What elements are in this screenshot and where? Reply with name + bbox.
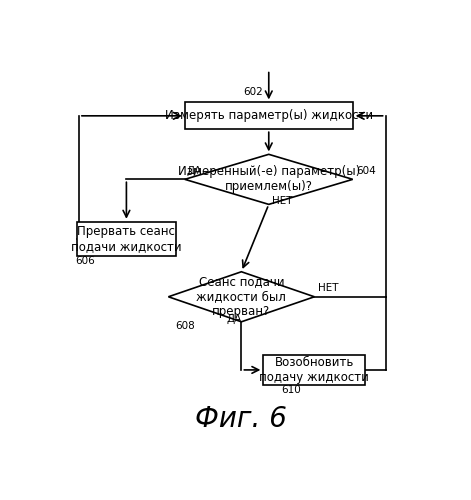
Text: ДА: ДА	[187, 166, 202, 175]
Text: ДА: ДА	[227, 314, 242, 324]
Text: 610: 610	[282, 385, 301, 395]
Text: Прервать сеанс
подачи жидкости: Прервать сеанс подачи жидкости	[71, 225, 182, 253]
Text: 606: 606	[75, 256, 95, 266]
Text: Фиг. 6: Фиг. 6	[195, 406, 287, 433]
Text: Измеренный(-е) параметр(ы)
приемлем(ы)?: Измеренный(-е) параметр(ы) приемлем(ы)?	[178, 166, 360, 194]
FancyBboxPatch shape	[77, 222, 176, 256]
Text: 608: 608	[176, 322, 195, 332]
Text: Сеанс подачи
жидкости был
прерван?: Сеанс подачи жидкости был прерван?	[196, 276, 286, 318]
Text: Возобновить
подачу жидкости: Возобновить подачу жидкости	[260, 356, 369, 384]
Text: НЕТ: НЕТ	[318, 283, 339, 293]
Polygon shape	[185, 154, 353, 204]
FancyBboxPatch shape	[185, 102, 353, 130]
Polygon shape	[169, 272, 315, 322]
Text: 604: 604	[357, 166, 376, 175]
Text: 602: 602	[243, 86, 263, 97]
FancyBboxPatch shape	[263, 354, 365, 386]
Text: Измерять параметр(ы) жидкости: Измерять параметр(ы) жидкости	[165, 110, 373, 122]
Text: НЕТ: НЕТ	[272, 196, 293, 206]
